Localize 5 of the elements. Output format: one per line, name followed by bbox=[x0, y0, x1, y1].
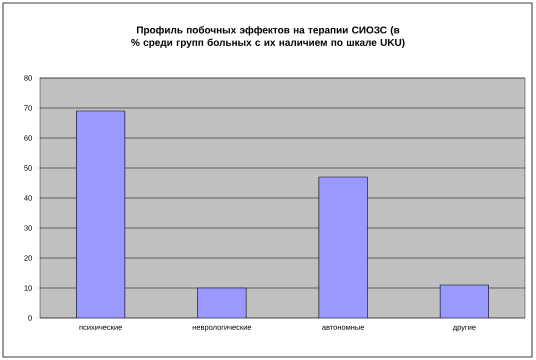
bar bbox=[76, 110, 126, 318]
bar bbox=[197, 288, 246, 318]
chart-title: Профиль побочных эффектов на терапии СИОЗС (в % среди групп больных с их наличием по шкале UKU) bbox=[131, 26, 405, 48]
bar bbox=[440, 284, 489, 318]
bar bbox=[318, 176, 368, 318]
